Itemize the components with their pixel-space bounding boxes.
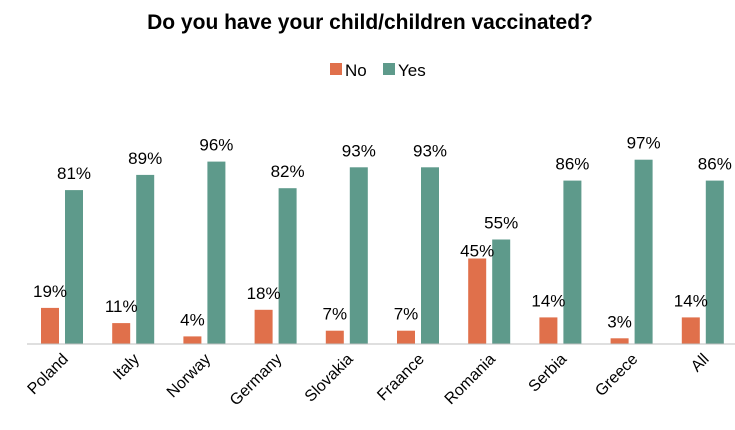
bar-yes-poland <box>65 190 83 344</box>
data-label-no-all: 14% <box>674 291 708 310</box>
bar-no-fraance <box>397 330 415 344</box>
bar-no-romania <box>468 258 487 344</box>
bar-yes-greece <box>634 159 653 344</box>
category-label-all: All <box>688 351 713 376</box>
bar-no-germany <box>254 309 273 344</box>
category-label-germany: Germany <box>227 351 286 410</box>
value-labels: 19% 81% 11% 89% 4% 96% 18% 82% 7% 93% 7% 93% 45% 55% 1… <box>33 134 732 332</box>
data-label-no-germany: 18% <box>247 284 281 303</box>
data-label-yes-romania: 55% <box>484 214 518 233</box>
bar-yes-romania <box>492 239 511 344</box>
legend-swatch-no <box>330 63 342 75</box>
data-label-yes-all: 86% <box>698 155 732 174</box>
data-label-yes-fraance: 93% <box>413 141 447 160</box>
bar-no-italy <box>112 323 131 344</box>
category-label-norway: Norway <box>164 351 214 401</box>
data-label-no-greece: 3% <box>607 312 632 331</box>
bar-yes-italy <box>136 174 155 344</box>
bar-yes-slovakia <box>349 167 368 344</box>
legend: No Yes <box>330 61 426 80</box>
data-label-no-poland: 19% <box>33 282 67 301</box>
bar-yes-serbia <box>563 180 582 344</box>
data-label-no-serbia: 14% <box>531 291 565 310</box>
data-label-yes-italy: 89% <box>128 149 162 168</box>
data-label-yes-greece: 97% <box>627 134 661 153</box>
legend-label-yes: Yes <box>398 61 426 80</box>
category-label-italy: Italy <box>110 351 143 384</box>
data-label-yes-serbia: 86% <box>555 155 589 174</box>
data-label-yes-norway: 96% <box>199 136 233 155</box>
category-labels: Poland Italy Norway Germany Slovakia Fraance R… <box>25 351 713 410</box>
category-label-greece: Greece <box>592 351 641 400</box>
bar-yes-fraance <box>421 167 439 344</box>
bar-no-greece <box>610 338 629 344</box>
category-label-poland: Poland <box>25 351 72 398</box>
bar-no-norway <box>183 336 202 344</box>
category-label-slovakia: Slovakia <box>302 351 357 406</box>
bar-yes-all <box>705 180 724 344</box>
category-label-serbia: Serbia <box>526 351 571 396</box>
bar-no-poland <box>41 307 59 344</box>
data-label-no-italy: 11% <box>105 297 138 316</box>
chart-title: Do you have your child/children vaccinat… <box>147 11 593 34</box>
data-label-no-fraance: 7% <box>394 305 419 324</box>
legend-label-no: No <box>345 61 367 80</box>
category-label-fraance: Fraance <box>374 351 428 405</box>
data-label-no-norway: 4% <box>180 310 205 329</box>
bar-yes-norway <box>207 161 226 344</box>
data-label-no-romania: 45% <box>460 242 494 261</box>
data-label-yes-germany: 82% <box>271 162 305 181</box>
data-label-yes-poland: 81% <box>57 164 91 183</box>
bars <box>41 159 724 344</box>
legend-swatch-yes <box>383 63 395 75</box>
bar-no-slovakia <box>325 330 344 344</box>
bar-yes-germany <box>278 188 297 344</box>
data-label-no-slovakia: 7% <box>323 305 348 324</box>
data-label-yes-slovakia: 93% <box>342 141 376 160</box>
category-label-romania: Romania <box>442 351 499 408</box>
bar-no-all <box>681 317 700 344</box>
bar-no-serbia <box>539 317 558 344</box>
